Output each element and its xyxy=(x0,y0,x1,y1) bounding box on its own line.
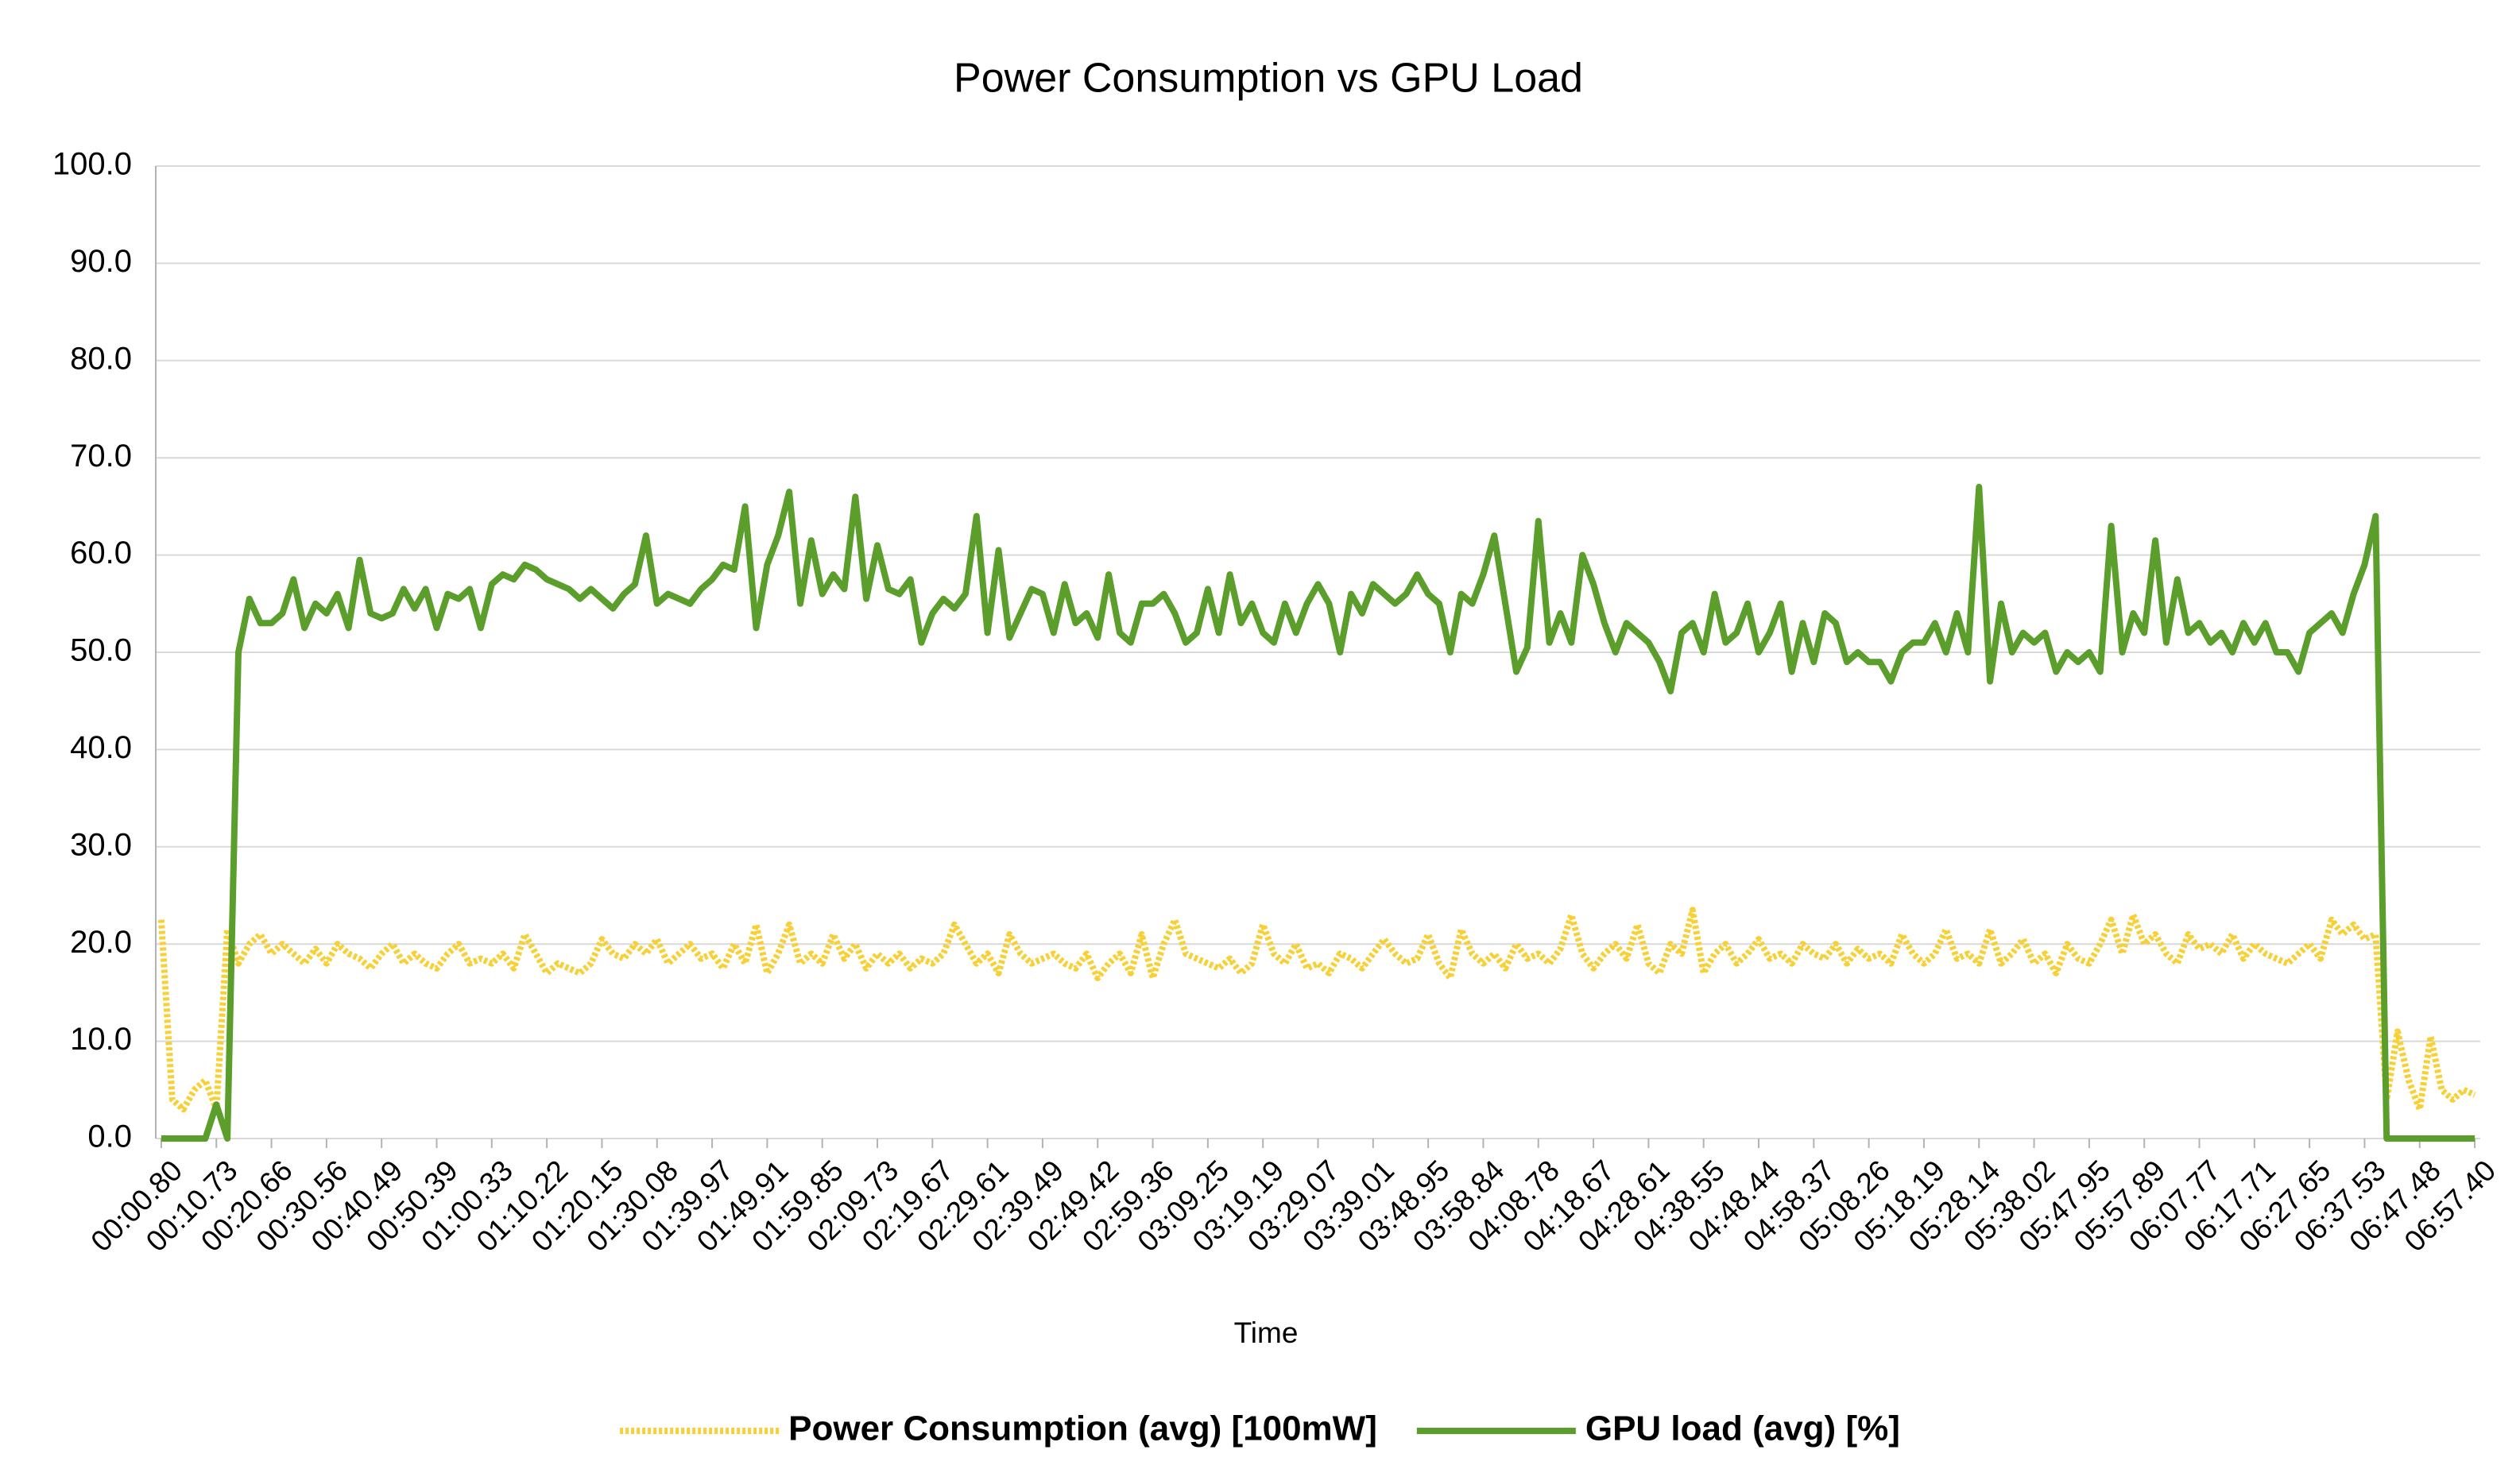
line-series xyxy=(161,483,2475,1142)
y-tick-label: 30.0 xyxy=(70,827,132,862)
y-tick-label: 40.0 xyxy=(70,730,132,765)
legend-label: Power Consumption (avg) [100mW] xyxy=(788,1409,1377,1448)
y-tick-label: 100.0 xyxy=(52,147,132,182)
legend-label: GPU load (avg) [%] xyxy=(1585,1409,1900,1448)
chart-title: Power Consumption vs GPU Load xyxy=(954,56,1583,102)
y-tick-label: 80.0 xyxy=(70,341,132,376)
y-tick-label: 10.0 xyxy=(70,1022,132,1057)
y-tick-label: 50.0 xyxy=(70,633,132,668)
y-tick-label: 0.0 xyxy=(87,1119,132,1154)
y-tick-label: 20.0 xyxy=(70,925,132,960)
y-tick-label: 70.0 xyxy=(70,439,132,474)
y-tick-label: 60.0 xyxy=(70,535,132,570)
legend: Power Consumption (avg) [100mW] GPU load … xyxy=(620,1409,1900,1448)
x-axis-title: Time xyxy=(1234,1316,1299,1349)
y-tick-label: 90.0 xyxy=(70,244,132,279)
line-series xyxy=(157,907,2476,1113)
